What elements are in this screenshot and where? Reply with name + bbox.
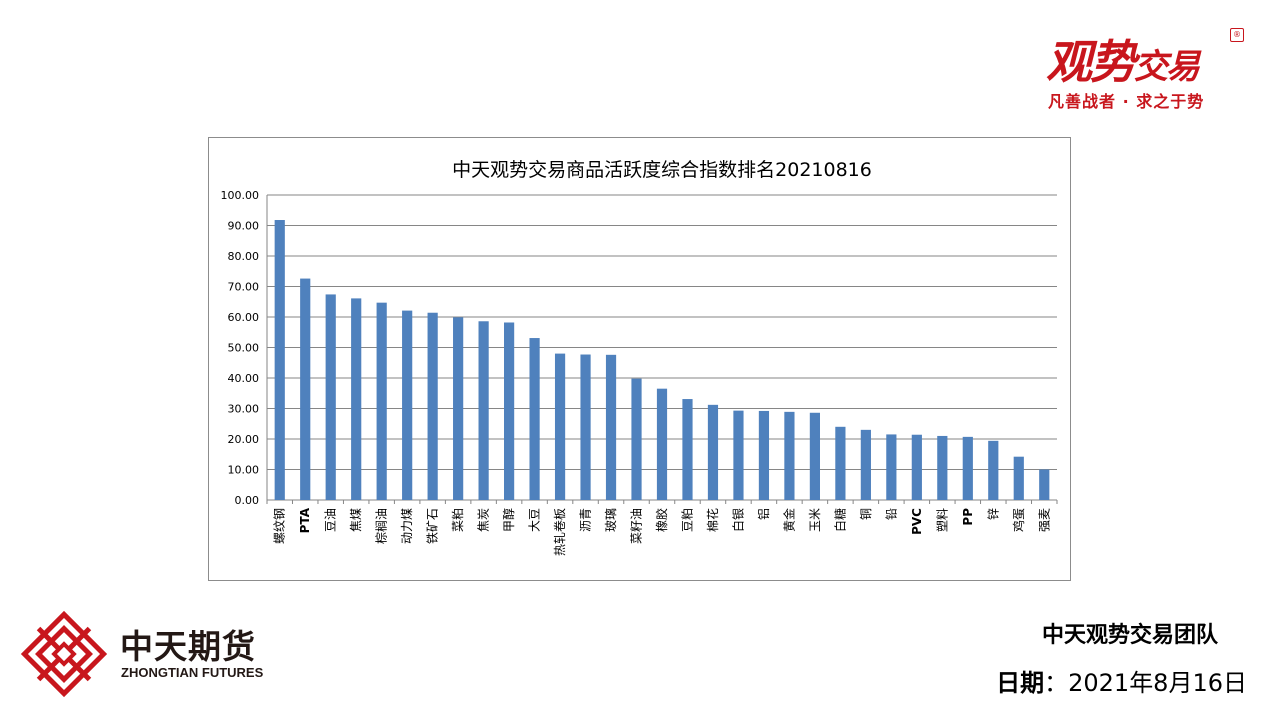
- date-label: 日期: [996, 669, 1045, 697]
- x-tick-label: 甲醇: [501, 508, 516, 532]
- bar: [860, 429, 871, 500]
- x-tick-label: 鸡蛋: [1011, 508, 1026, 532]
- x-tick-label: 锌: [986, 508, 1000, 520]
- bar: [1013, 456, 1024, 500]
- x-tick-label: 大豆: [528, 508, 542, 532]
- y-tick-label: 50.00: [228, 342, 260, 355]
- bar: [427, 312, 438, 500]
- bar: [962, 436, 973, 500]
- y-tick-label: 30.00: [228, 403, 260, 416]
- bar: [835, 426, 846, 500]
- x-tick-label: 热轧卷板: [552, 508, 567, 556]
- bar: [784, 411, 795, 500]
- bar: [937, 435, 948, 500]
- x-tick-label: PTA: [298, 507, 312, 533]
- bar: [656, 388, 668, 500]
- bar: [325, 294, 336, 500]
- bar: [707, 404, 719, 500]
- date-value: 2021年8月16日: [1068, 669, 1247, 697]
- bar: [402, 310, 413, 500]
- chart-frame: 中天观势交易商品活跃度综合指数排名20210816 0.00 10.00 20.00 3…: [208, 137, 1071, 581]
- x-tick-label: 玻璃: [604, 508, 618, 532]
- y-tick-label: 60.00: [228, 311, 260, 324]
- brand-slogan: 凡善战者 · 求之于势: [1048, 92, 1205, 111]
- y-tick-label: 10.00: [228, 464, 260, 477]
- y-tick-label: 40.00: [228, 372, 260, 385]
- y-tick-label: 0.00: [235, 494, 260, 507]
- x-tick-label: 动力煤: [400, 508, 414, 544]
- y-tick-label: 90.00: [228, 220, 260, 233]
- x-tick-label: 铜: [858, 508, 873, 520]
- bar: [605, 354, 617, 500]
- x-tick-label: 橡胶: [654, 508, 669, 532]
- bar: [911, 434, 922, 500]
- x-tick-label: 沥青: [579, 508, 593, 532]
- bar: [886, 434, 897, 500]
- x-tick-label: PP: [961, 508, 975, 526]
- company-name-cn: 中天期货: [120, 627, 256, 666]
- bar: [453, 317, 464, 500]
- x-tick-label: 白银: [730, 508, 745, 532]
- brand-name: 观势交易: [1046, 26, 1200, 92]
- x-tick-label: 棕榈油: [374, 508, 389, 544]
- company-name-en: ZHONGTIAN FUTURES: [121, 665, 264, 680]
- bar: [988, 440, 999, 500]
- x-tick-label: 豆粕: [679, 508, 694, 532]
- x-tick-label: 铁矿石: [426, 508, 440, 544]
- bar: [733, 410, 744, 500]
- y-tick-label: 80.00: [228, 250, 260, 263]
- x-tick-label: PVC: [910, 508, 924, 535]
- x-tick-label: 焦煤: [349, 508, 363, 532]
- bar: [809, 412, 820, 500]
- brand-name-rest: 交易: [1134, 47, 1200, 87]
- x-tick-label: 菜粕: [450, 508, 465, 532]
- x-tick-label: 铝: [756, 508, 771, 520]
- x-tick-label: 焦炭: [477, 508, 491, 532]
- x-tick-label: 铅: [884, 508, 898, 520]
- x-tick-label: 白糖: [832, 508, 847, 532]
- bar: [300, 278, 311, 500]
- x-tick-label: 棉花: [705, 508, 720, 532]
- bar: [580, 354, 591, 500]
- bar: [478, 321, 489, 500]
- company-emblem-icon: [20, 610, 108, 698]
- bar: [758, 410, 770, 500]
- bar: [376, 302, 387, 500]
- y-tick-label: 100.00: [221, 189, 260, 202]
- bar-chart: 中天观势交易商品活跃度综合指数排名20210816 0.00 10.00 20.00 3…: [221, 159, 1058, 556]
- bar: [351, 298, 362, 500]
- x-tick-label: 黄金: [781, 508, 796, 532]
- x-tick-label: 豆油: [324, 508, 338, 532]
- bar: [274, 220, 285, 500]
- company-logo: 中天期货 ZHONGTIAN FUTURES: [20, 610, 280, 700]
- x-tick-label: 玉米: [808, 508, 822, 532]
- chart-title: 中天观势交易商品活跃度综合指数排名20210816: [452, 159, 872, 181]
- x-tick-label: 塑料: [934, 508, 949, 532]
- x-tick-label: 强麦: [1037, 508, 1051, 532]
- bar: [504, 322, 515, 500]
- team-name: 中天观势交易团队: [1041, 623, 1218, 648]
- bar: [631, 378, 642, 500]
- x-tick-label: 螺纹钢: [273, 508, 287, 544]
- bar: [529, 338, 540, 500]
- brand-logo: 观势交易 ® 凡善战者 · 求之于势: [1040, 22, 1250, 112]
- bar: [682, 399, 693, 500]
- brand-name-main: 观势: [1046, 35, 1136, 89]
- bar: [1039, 469, 1050, 500]
- y-tick-label: 20.00: [228, 433, 260, 446]
- date-line: 日期：2021年8月16日: [996, 663, 1247, 698]
- date-separator: ：: [1044, 669, 1069, 697]
- x-tick-label: 菜籽油: [630, 508, 644, 544]
- brand-seal: ®: [1230, 28, 1244, 42]
- bar: [554, 353, 566, 500]
- y-tick-label: 70.00: [228, 281, 260, 294]
